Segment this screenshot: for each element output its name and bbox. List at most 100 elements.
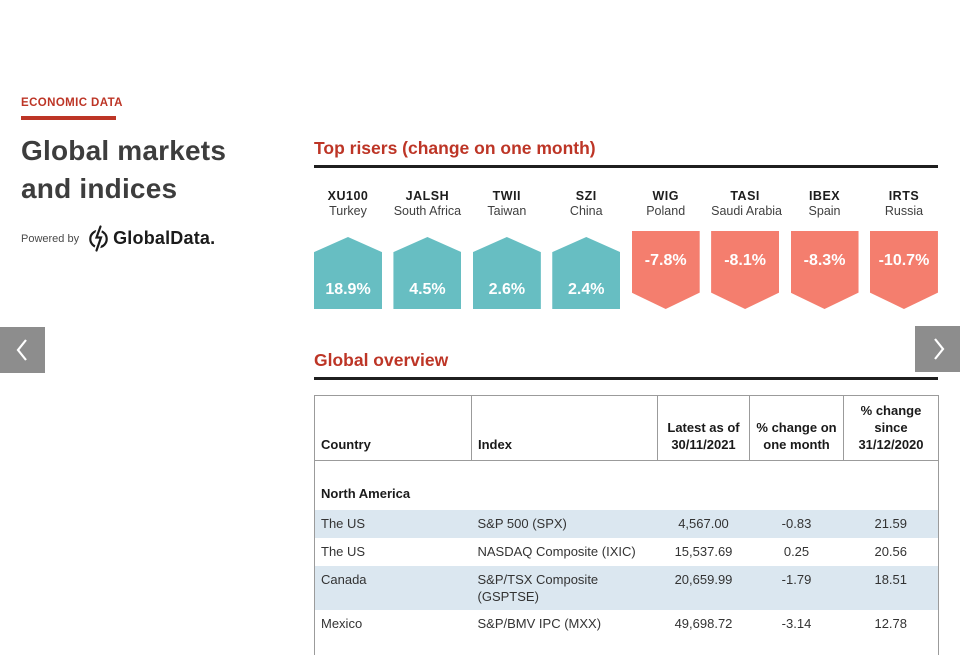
riser-badge-down: -10.7% <box>869 231 938 309</box>
table-cell: NASDAQ Composite (IXIC) <box>477 544 636 559</box>
riser-ticker: IBEX <box>808 189 841 203</box>
table-cell: 18.51 <box>874 572 908 587</box>
table-row: Mexico S&P/BMV IPC (MXX) 49,698.72 -3.14 12.… <box>315 610 939 638</box>
riser-value: 2.4% <box>568 281 605 298</box>
riser-item-ibex: IBEX Spain -8.3% <box>790 189 859 309</box>
riser-ticker: JALSH <box>405 189 450 203</box>
table-cell: S&P 500 (SPX) <box>477 516 567 531</box>
table-cell: S&P/TSX Composite (GSPTSE) <box>477 572 599 604</box>
column-header: Latest as of 30/11/2021 <box>657 395 750 461</box>
eyebrow-rule <box>21 116 116 120</box>
riser-badge-slot: 2.4% <box>552 231 621 309</box>
next-button[interactable] <box>915 326 960 372</box>
riser-item-wig: WIG Poland -7.8% <box>631 189 700 309</box>
riser-country: Saudi Arabia <box>711 204 782 218</box>
riser-badge-up: 2.6% <box>472 237 541 309</box>
riser-value: -8.1% <box>724 252 766 269</box>
content-panel: Top risers (change on one month) XU100 Tu… <box>314 138 939 655</box>
column-header: % change since 31/12/2020 <box>843 395 939 461</box>
riser-ticker: TASI <box>730 189 760 203</box>
table-cell: Canada <box>321 572 367 587</box>
section-header-label: Europe <box>315 638 939 655</box>
riser-country: Russia <box>884 204 924 218</box>
riser-country: China <box>569 204 603 218</box>
overview-table: Country Index Latest as of 30/11/2021% cha… <box>314 395 939 655</box>
riser-ticker: SZI <box>575 189 597 203</box>
riser-value: -10.7% <box>878 252 930 269</box>
page-title-line1: Global markets <box>21 135 227 166</box>
riser-badge-slot: 4.5% <box>393 231 462 309</box>
table-cell: 20,659.99 <box>674 572 733 587</box>
overview-header-row: Country Index Latest as of 30/11/2021% cha… <box>314 395 939 461</box>
table-cell: -0.83 <box>781 516 812 531</box>
riser-country: Turkey <box>329 204 367 218</box>
eyebrow-label: ECONOMIC DATA <box>21 97 123 109</box>
table-cell: 21.59 <box>874 516 908 531</box>
section-header-label: North America <box>321 486 411 501</box>
column-header: Index <box>471 395 658 461</box>
page-title-line2: and indices <box>21 173 178 204</box>
powered-by-label: Powered by <box>21 232 80 245</box>
table-cell: The US <box>321 516 366 531</box>
table-cell: 49,698.72 <box>674 616 733 631</box>
section-row: Europe <box>315 638 939 655</box>
riser-badge-slot: -7.8% <box>631 231 700 309</box>
overview-body: North America The US S&P 500 (SPX) 4,567.00… <box>314 461 939 655</box>
riser-country: Poland <box>646 204 686 218</box>
riser-badge-up: 2.4% <box>552 237 621 309</box>
intro-panel: ECONOMIC DATA Global markets and indices… <box>21 97 301 252</box>
riser-badge-slot: -8.1% <box>711 231 780 309</box>
riser-item-xu100: XU100 Turkey 18.9% <box>314 189 382 309</box>
globaldata-logo-icon <box>87 225 110 252</box>
table-cell: 4,567.00 <box>678 516 729 531</box>
table-cell: 15,537.69 <box>674 544 733 559</box>
riser-badge-down: -8.1% <box>711 231 780 309</box>
riser-value: -8.3% <box>803 252 846 269</box>
section-row: North America <box>315 461 939 511</box>
table-cell: 0.25 <box>783 544 810 559</box>
riser-country: South Africa <box>393 204 462 218</box>
chevron-left-icon <box>11 337 35 363</box>
riser-badge-slot: -10.7% <box>869 231 938 309</box>
riser-item-twii: TWII Taiwan 2.6% <box>472 189 541 309</box>
riser-item-jalsh: JALSH South Africa 4.5% <box>393 189 462 309</box>
riser-value: 4.5% <box>409 281 446 298</box>
table-cell: S&P/BMV IPC (MXX) <box>477 616 602 631</box>
riser-item-irts: IRTS Russia -10.7% <box>869 189 938 309</box>
riser-item-szi: SZI China 2.4% <box>552 189 621 309</box>
risers-row: XU100 Turkey 18.9% JALSH South Africa 4.5% TWI… <box>314 189 938 309</box>
table-cell: The US <box>321 544 366 559</box>
overview-section: Global overview Country Index Latest as of… <box>314 350 939 655</box>
riser-badge-down: -8.3% <box>790 231 859 309</box>
riser-badge-up: 4.5% <box>393 237 462 309</box>
riser-ticker: IRTS <box>888 189 920 203</box>
riser-value: 18.9% <box>325 281 371 298</box>
riser-value: -7.8% <box>644 252 687 269</box>
riser-badge-slot: 18.9% <box>314 231 382 309</box>
riser-badge-slot: -8.3% <box>790 231 859 309</box>
chevron-right-icon <box>926 336 950 362</box>
prev-button[interactable] <box>0 327 45 373</box>
riser-badge-slot: 2.6% <box>472 231 541 309</box>
riser-ticker: XU100 <box>327 189 369 203</box>
riser-value: 2.6% <box>488 281 526 298</box>
column-header: % change on one month <box>749 395 844 461</box>
table-cell: 20.56 <box>874 544 908 559</box>
riser-country: Taiwan <box>487 204 527 218</box>
risers-title: Top risers (change on one month) <box>314 138 596 158</box>
table-row: The US S&P 500 (SPX) 4,567.00 -0.83 21.59 <box>314 510 939 538</box>
table-row: The US NASDAQ Composite (IXIC) 15,537.69 0.… <box>315 538 939 566</box>
riser-country: Spain <box>808 204 841 218</box>
riser-item-tasi: TASI Saudi Arabia -8.1% <box>711 189 782 309</box>
table-row: Canada S&P/TSX Composite (GSPTSE) 20,659.9… <box>314 566 939 610</box>
riser-ticker: TWII <box>492 189 522 203</box>
brand-name: GlobalData. <box>113 228 216 248</box>
riser-badge-up: 18.9% <box>314 237 382 309</box>
table-cell: Mexico <box>321 616 363 631</box>
risers-rule <box>314 165 938 168</box>
table-cell: -3.14 <box>781 616 812 631</box>
column-header: Country <box>314 395 472 461</box>
riser-badge-down: -7.8% <box>631 231 700 309</box>
overview-rule <box>314 377 938 380</box>
